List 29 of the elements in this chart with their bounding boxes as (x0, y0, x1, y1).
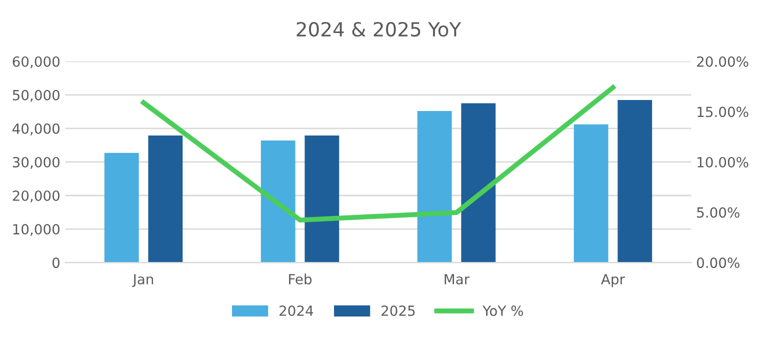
chart-title: 2024 & 2025 YoY (296, 22, 462, 37)
legend-label: YoY % (482, 305, 524, 316)
y2-tick-label: 5.00% (697, 207, 740, 218)
bar (417, 111, 452, 263)
bar (304, 135, 340, 263)
bar (104, 152, 139, 263)
x-tick-label: Apr (601, 274, 625, 288)
x-tick-label: Feb (289, 274, 312, 284)
line-series (141, 85, 616, 222)
bar (461, 103, 496, 263)
y-tick-label: 30,000 (12, 156, 60, 169)
y2-tick-label: 20.00% (697, 56, 748, 67)
y-tick-label: 60,000 (12, 56, 60, 68)
y-tick-label: 10,000 (13, 224, 60, 236)
y2-tick-label: 10.00% (698, 156, 748, 168)
y-tick-label: 40,000 (12, 123, 60, 136)
legend-label: 2024 (280, 305, 314, 316)
x-tick-label: Jan (132, 274, 154, 288)
bar (148, 135, 183, 263)
legend-label: 2025 (382, 305, 415, 316)
y-tick-label: 50,000 (12, 90, 60, 102)
bar (574, 124, 608, 263)
bar (618, 100, 652, 263)
x-tick-label: Mar (444, 274, 470, 284)
y-tick-label: 0 (52, 258, 60, 268)
y2-tick-label: 0.00% (696, 258, 740, 268)
bar (260, 140, 296, 263)
y-tick-label: 20,000 (12, 190, 60, 202)
y2-tick-label: 15.00% (698, 106, 748, 118)
